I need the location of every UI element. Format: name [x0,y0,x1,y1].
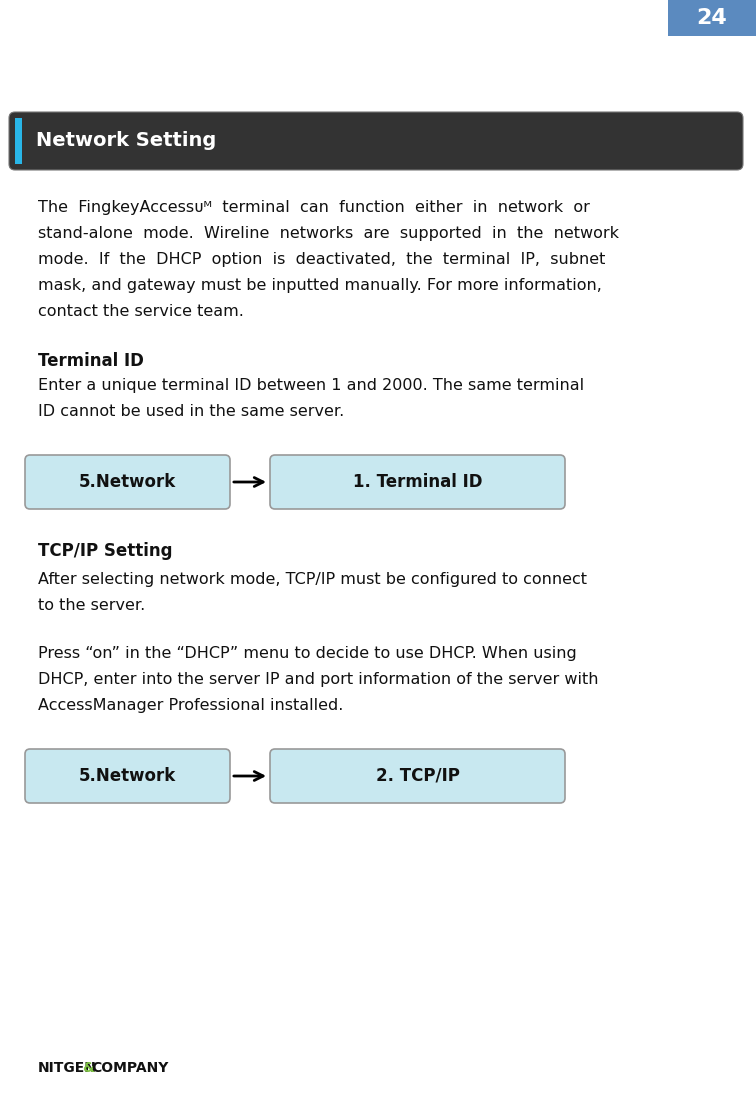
Text: After selecting network mode, TCP/IP must be configured to connect: After selecting network mode, TCP/IP mus… [38,572,587,587]
Text: &: & [82,1061,94,1075]
Text: NITGEN: NITGEN [38,1061,97,1075]
FancyBboxPatch shape [9,112,743,170]
Text: 1. Terminal ID: 1. Terminal ID [353,473,482,491]
Text: 5.Network: 5.Network [79,766,176,785]
Text: Enter a unique terminal ID between 1 and 2000. The same terminal: Enter a unique terminal ID between 1 and… [38,378,584,393]
Text: 2. TCP/IP: 2. TCP/IP [376,766,460,785]
FancyBboxPatch shape [25,456,230,509]
Text: contact the service team.: contact the service team. [38,304,244,319]
Text: 5.Network: 5.Network [79,473,176,491]
Text: COMPANY: COMPANY [91,1061,169,1075]
Text: stand-alone  mode.  Wireline  networks  are  supported  in  the  network: stand-alone mode. Wireline networks are … [38,226,619,241]
Text: mode.  If  the  DHCP  option  is  deactivated,  the  terminal  IP,  subnet: mode. If the DHCP option is deactivated,… [38,252,606,267]
Text: Press “on” in the “DHCP” menu to decide to use DHCP. When using: Press “on” in the “DHCP” menu to decide … [38,646,577,661]
FancyBboxPatch shape [270,456,565,509]
Text: mask, and gateway must be inputted manually. For more information,: mask, and gateway must be inputted manua… [38,278,602,293]
FancyBboxPatch shape [25,749,230,803]
Text: TCP/IP Setting: TCP/IP Setting [38,542,172,560]
FancyBboxPatch shape [15,118,22,164]
Text: 24: 24 [696,8,727,28]
Text: Terminal ID: Terminal ID [38,351,144,370]
Text: to the server.: to the server. [38,598,145,613]
Text: DHCP, enter into the server IP and port information of the server with: DHCP, enter into the server IP and port … [38,672,599,687]
Text: AccessManager Professional installed.: AccessManager Professional installed. [38,698,343,713]
Text: The  FingkeyAccessᴜᴹ  terminal  can  function  either  in  network  or: The FingkeyAccessᴜᴹ terminal can functio… [38,200,590,215]
Text: Network Setting: Network Setting [36,131,216,150]
FancyBboxPatch shape [270,749,565,803]
FancyBboxPatch shape [668,0,756,36]
Text: ID cannot be used in the same server.: ID cannot be used in the same server. [38,404,344,419]
